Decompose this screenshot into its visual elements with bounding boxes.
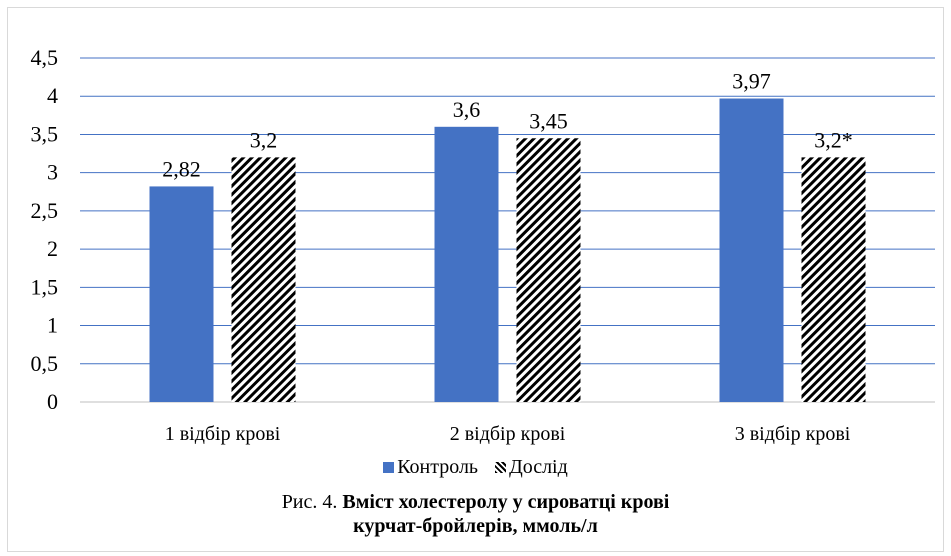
bars [149, 98, 866, 403]
y-axis-ticks: 0 0,5 1 1,5 2 2,5 3 3,5 4 4,5 [31, 45, 59, 414]
legend: Контроль Дослід [0, 456, 951, 479]
y-tick-label: 4,5 [31, 45, 59, 70]
y-tick-label: 0 [47, 389, 58, 414]
bar [434, 126, 499, 403]
y-tick-label: 2 [47, 236, 58, 261]
y-tick-label: 1 [47, 313, 58, 338]
caption-units: , ммоль/л [512, 515, 598, 537]
data-label: 3,45 [529, 108, 568, 133]
y-tick-label: 1,5 [31, 274, 59, 299]
figure-caption: Рис. 4. Вміст холестеролу у сироватці кр… [0, 490, 951, 538]
y-tick-label: 0,5 [31, 351, 59, 376]
x-tick-label: 1 відбір крові [165, 423, 281, 445]
data-label: 2,82 [162, 156, 201, 181]
legend-swatch-control [383, 462, 395, 473]
gridlines [80, 57, 935, 403]
x-tick-label: 2 відбір крові [450, 423, 566, 445]
x-tick-label: 3 відбір крові [735, 423, 851, 445]
bar [516, 138, 581, 402]
legend-swatch-experiment [495, 462, 507, 473]
caption-prefix: Рис. 4. [281, 491, 343, 513]
bar [719, 98, 784, 402]
bar [801, 157, 866, 402]
legend-label-control: Контроль [397, 456, 479, 478]
bar [149, 186, 214, 402]
legend-item-experiment: Дослід [495, 456, 568, 479]
data-labels: 2,82 3,2 3,6 3,45 3,97 3,2* [162, 69, 853, 182]
legend-item-control: Контроль [383, 456, 478, 479]
y-tick-label: 3 [47, 160, 58, 185]
legend-label-experiment: Дослід [509, 456, 568, 478]
caption-title-line2: курчат-бройлерів [353, 515, 513, 537]
y-tick-label: 4 [47, 83, 58, 108]
x-axis-ticks: 1 відбір крові 2 відбір крові 3 відбір кро… [165, 423, 851, 445]
data-label: 3,97 [732, 69, 771, 94]
bar [231, 157, 296, 402]
data-label: 3,2* [814, 127, 853, 152]
y-tick-label: 2,5 [31, 198, 59, 223]
y-tick-label: 3,5 [31, 121, 59, 146]
data-label: 3,2 [250, 127, 278, 152]
caption-title-line1: Вміст холестеролу у сироватці крові [342, 491, 670, 513]
data-label: 3,6 [453, 97, 481, 122]
